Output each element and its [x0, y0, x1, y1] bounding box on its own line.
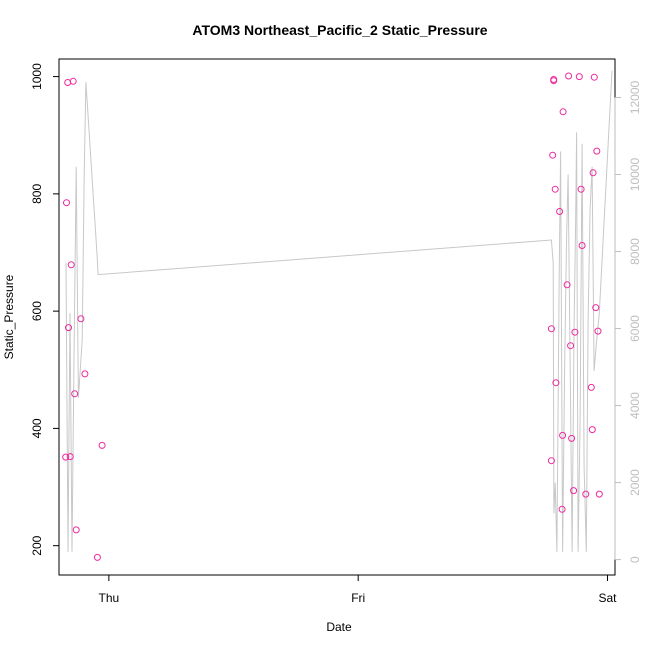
y-tick-label: 800 [30, 184, 44, 204]
data-point [67, 261, 75, 269]
right-tick-label: 6000 [628, 315, 642, 342]
x-axis: Thu Fri Sat [99, 575, 618, 605]
data-point [549, 151, 557, 159]
y-axis-label: Static_Pressure [2, 274, 16, 359]
data-point [595, 490, 603, 498]
data-point [98, 441, 106, 449]
data-point [551, 185, 559, 193]
data-point [559, 431, 567, 439]
y-axis-left: 200 400 600 800 1000 [30, 63, 59, 556]
data-point [567, 342, 575, 350]
data-point [590, 73, 598, 81]
chart-title: ATOM3 Northeast_Pacific_2 Static_Pressur… [192, 22, 487, 38]
data-point [72, 526, 80, 534]
point-series [62, 72, 603, 561]
data-point [62, 453, 70, 461]
data-point [571, 328, 579, 336]
data-point [547, 325, 555, 333]
data-point [592, 304, 600, 312]
data-point [81, 370, 89, 378]
x-axis-label: Date [326, 620, 352, 634]
data-point [587, 383, 595, 391]
y-tick-label: 600 [30, 301, 44, 321]
data-point [582, 490, 590, 498]
data-point [565, 72, 573, 80]
data-point [559, 108, 567, 116]
data-point [71, 390, 79, 398]
right-tick-label: 8000 [628, 238, 642, 265]
data-point [558, 505, 566, 513]
line-series [65, 70, 613, 552]
data-point [93, 553, 101, 561]
data-point [552, 379, 560, 387]
data-point [66, 453, 74, 461]
data-point [594, 327, 602, 335]
y-tick-label: 1000 [30, 63, 44, 90]
y-tick-label: 400 [30, 418, 44, 438]
data-point [578, 242, 586, 249]
series-line [65, 70, 613, 552]
x-tick-label: Sat [599, 591, 618, 605]
data-point [550, 76, 558, 83]
right-tick-label: 4000 [628, 392, 642, 419]
right-tick-label: 12000 [628, 80, 642, 114]
data-point [575, 73, 583, 81]
data-point [577, 185, 585, 193]
data-point [77, 315, 85, 323]
data-point [570, 487, 578, 495]
data-point [556, 208, 564, 215]
data-point [568, 434, 576, 442]
y-tick-label: 200 [30, 535, 44, 555]
x-tick-label: Fri [351, 591, 365, 605]
data-point [547, 457, 555, 465]
data-point [563, 281, 571, 289]
right-tick-label: 10000 [628, 158, 642, 192]
data-point [593, 147, 601, 155]
data-point [65, 324, 72, 332]
data-point [69, 77, 77, 85]
right-tick-label: 2000 [628, 469, 642, 496]
right-tick-label: 0 [628, 556, 642, 563]
x-tick-label: Thu [99, 591, 120, 605]
data-point [589, 169, 597, 177]
data-point [63, 199, 70, 207]
data-point [588, 426, 596, 434]
y-axis-right: 0 2000 4000 6000 8000 10000 12000 [614, 80, 642, 563]
